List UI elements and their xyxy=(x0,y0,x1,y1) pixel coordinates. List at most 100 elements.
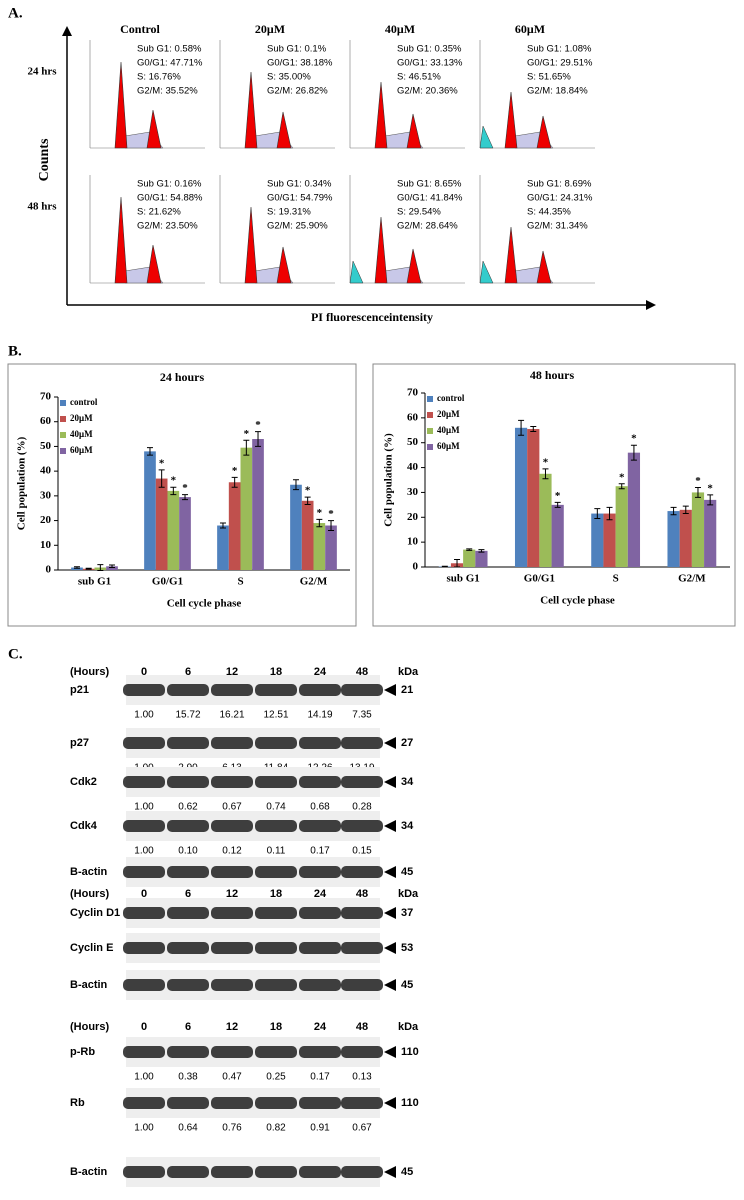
error-bar xyxy=(618,483,625,490)
stat-text: S: 35.00% xyxy=(267,72,311,83)
error-bar xyxy=(97,564,104,571)
error-bar xyxy=(478,549,485,553)
protein-label: B-actin xyxy=(70,979,108,991)
quantification: 0.82 xyxy=(266,1123,286,1134)
hist-g2 xyxy=(406,248,422,284)
y-tick-label: 30 xyxy=(40,489,52,501)
x-tick-label: G2/M xyxy=(300,576,328,588)
y-tick-label: 20 xyxy=(40,514,52,526)
protein-label: Cyclin D1 xyxy=(70,907,120,919)
hours: 18 xyxy=(270,1021,282,1033)
significance-marker: * xyxy=(159,457,165,469)
quantification: 0.25 xyxy=(266,1072,286,1083)
stat-text: S: 21.62% xyxy=(137,207,181,218)
band xyxy=(123,776,165,788)
hist-g1 xyxy=(244,206,258,284)
band xyxy=(255,1097,297,1109)
x-tick-label: G0/G1 xyxy=(524,573,555,585)
error-bar xyxy=(606,506,613,521)
error-bar xyxy=(328,520,335,531)
hist-g1 xyxy=(504,226,518,284)
band xyxy=(299,866,341,878)
y-tick-label: 20 xyxy=(407,511,419,523)
protein-label: Rb xyxy=(70,1097,85,1109)
error-bar xyxy=(243,439,250,456)
stat-text: Sub G1: 0.35% xyxy=(397,44,462,55)
hours: 0 xyxy=(141,888,147,900)
bar xyxy=(527,429,540,567)
band xyxy=(255,907,297,919)
kda-label: kDa xyxy=(398,666,419,678)
stat-text: S: 51.65% xyxy=(527,72,571,83)
kda-arrow xyxy=(384,820,396,832)
legend-label: 40μM xyxy=(437,425,460,435)
row-label: 24 hrs xyxy=(27,66,57,78)
band xyxy=(167,942,209,954)
band xyxy=(123,820,165,832)
y-tick-label: 40 xyxy=(40,465,52,477)
band xyxy=(167,776,209,788)
hist-g2 xyxy=(146,109,162,149)
quantification: 0.76 xyxy=(222,1123,242,1134)
error-bar xyxy=(594,508,601,520)
stat-text: Sub G1: 8.69% xyxy=(527,179,592,190)
kda-value: 45 xyxy=(401,979,413,991)
y-tick-label: 70 xyxy=(40,391,52,403)
bar xyxy=(475,550,488,567)
band xyxy=(341,1166,383,1178)
quantification: 0.11 xyxy=(267,846,286,857)
band xyxy=(123,1097,165,1109)
hours: 12 xyxy=(226,888,238,900)
stat-text: Sub G1: 0.34% xyxy=(267,179,332,190)
stat-text: Sub G1: 0.1% xyxy=(267,44,327,55)
bar xyxy=(539,473,552,567)
band xyxy=(167,820,209,832)
legend-label: 60μM xyxy=(437,441,460,451)
bar xyxy=(301,500,314,570)
hours: 0 xyxy=(141,1021,147,1033)
band xyxy=(123,1046,165,1058)
kda-value: 45 xyxy=(401,866,413,878)
bar xyxy=(228,482,241,570)
quantification: 14.19 xyxy=(307,710,332,721)
legend-swatch xyxy=(60,400,66,406)
bar xyxy=(704,499,717,567)
hist-g2 xyxy=(276,246,292,284)
band xyxy=(299,907,341,919)
hours: 24 xyxy=(314,666,327,678)
x-tick-label: S xyxy=(613,573,619,585)
hist-g1 xyxy=(504,91,518,149)
legend-swatch xyxy=(427,428,433,434)
stat-text: G2/M: 35.52% xyxy=(137,86,198,97)
quantification: 0.67 xyxy=(352,1123,372,1134)
band xyxy=(211,866,253,878)
hours: 6 xyxy=(185,1021,191,1033)
band xyxy=(211,1097,253,1109)
kda-value: 34 xyxy=(401,776,414,788)
stat-text: G0/G1: 47.71% xyxy=(137,58,203,69)
error-bar xyxy=(231,476,238,488)
error-bar xyxy=(85,567,92,570)
y-tick-label: 40 xyxy=(407,461,419,473)
bar xyxy=(290,484,302,570)
band xyxy=(299,1097,341,1109)
x-tick-label: sub G1 xyxy=(446,573,479,585)
band xyxy=(211,776,253,788)
band xyxy=(167,684,209,696)
significance-marker: * xyxy=(707,482,713,494)
stat-text: G2/M: 25.90% xyxy=(267,221,328,232)
hours: 6 xyxy=(185,666,191,678)
band xyxy=(255,776,297,788)
error-bar xyxy=(518,419,525,436)
legend-swatch xyxy=(427,444,433,450)
bar xyxy=(252,439,264,570)
significance-marker: * xyxy=(171,475,177,487)
error-bar xyxy=(146,447,153,456)
bar xyxy=(106,566,118,570)
hours: 24 xyxy=(314,1021,327,1033)
quantification: 15.72 xyxy=(175,710,200,721)
legend-label: control xyxy=(70,397,98,407)
kda-arrow xyxy=(384,866,396,878)
significance-marker: * xyxy=(619,471,625,483)
row-label: 48 hrs xyxy=(27,201,57,213)
